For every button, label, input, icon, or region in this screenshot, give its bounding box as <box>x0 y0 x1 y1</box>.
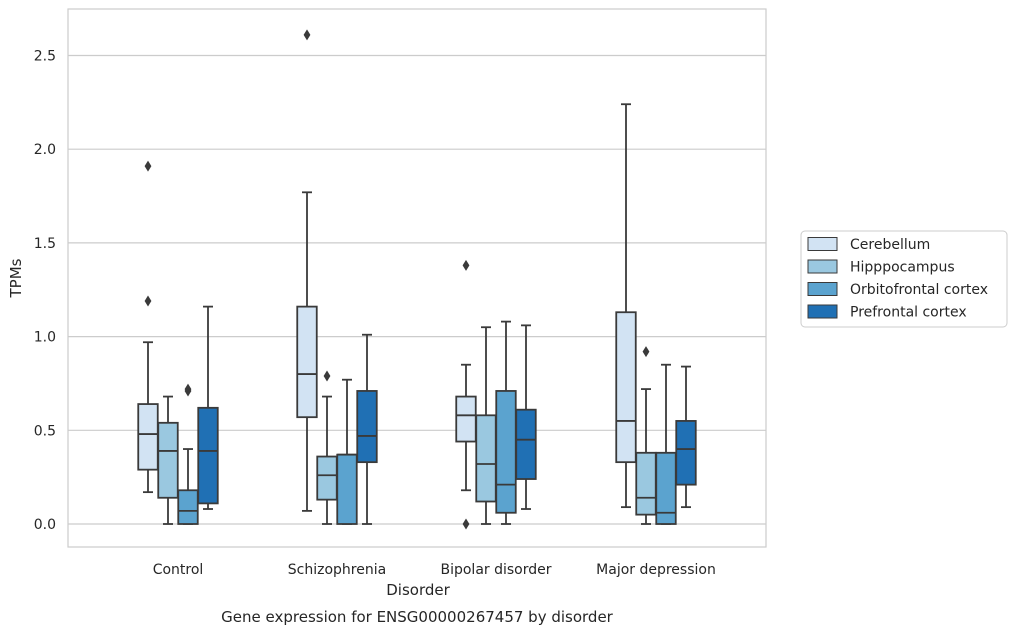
legend-swatch <box>807 304 838 319</box>
y-tick-label: 1.0 <box>34 330 56 346</box>
iqr-box <box>615 311 637 464</box>
y-tick-labels: 0.0 0.5 1.0 1.5 2.0 2.5 <box>34 49 56 534</box>
iqr-box <box>296 305 318 419</box>
legend-label: Orbitofrontal cortex <box>850 282 988 298</box>
legend-swatch <box>807 237 838 251</box>
box-layer <box>137 29 697 530</box>
box-0-3 <box>197 305 219 510</box>
x-tick-label: Schizophrenia <box>288 562 386 578</box>
outlier-point <box>303 29 311 41</box>
outlier-point <box>642 346 650 358</box>
iqr-box <box>157 421 179 499</box>
iqr-box <box>356 390 378 464</box>
box-1-2 <box>336 378 358 525</box>
x-tick-label: Bipolar disorder <box>440 562 551 578</box>
outlier-point <box>144 160 152 172</box>
y-tick-label: 0.0 <box>34 517 56 533</box>
legend-swatch <box>807 259 838 274</box>
box-2-0 <box>455 259 477 530</box>
y-tick-label: 0.5 <box>34 423 56 439</box>
box-2-1 <box>475 326 497 525</box>
legend-label: Hipppocampus <box>850 260 955 276</box>
box-2-3 <box>515 324 537 510</box>
iqr-box <box>675 420 697 486</box>
outlier-point <box>462 518 470 530</box>
outlier-point <box>462 259 470 271</box>
box-0-1 <box>157 395 179 525</box>
iqr-box <box>495 390 517 514</box>
box-3-0 <box>615 103 637 509</box>
plot-area-frame <box>67 8 767 548</box>
iqr-box <box>137 403 159 471</box>
iqr-box <box>197 406 219 505</box>
iqr-box <box>635 451 657 516</box>
x-tick-labels: Control Schizophrenia Bipolar disorder Majo… <box>153 562 716 578</box>
box-1-0 <box>296 29 318 512</box>
y-tick-label: 2.0 <box>34 142 56 158</box>
chart-caption: Gene expression for ENSG00000267457 by d… <box>221 608 614 626</box>
x-tick-label: Major depression <box>596 562 716 578</box>
outlier-point <box>144 295 152 307</box>
iqr-box <box>316 455 338 501</box>
y-tick-label: 1.5 <box>34 236 56 252</box>
legend-label: Cerebellum <box>850 237 930 253</box>
iqr-box <box>475 414 497 503</box>
iqr-box <box>515 408 537 480</box>
box-1-1 <box>316 370 338 525</box>
box-0-2 <box>177 383 199 525</box>
legend-items: Cerebellum Hipppocampus Orbitofrontal cort… <box>807 237 988 321</box>
x-tick-label: Control <box>153 562 204 578</box>
x-axis-label: Disorder <box>386 581 450 599</box>
box-3-3 <box>675 365 697 509</box>
legend: Cerebellum Hipppocampus Orbitofrontal cort… <box>800 230 1008 328</box>
iqr-box <box>655 451 677 525</box>
iqr-box <box>336 453 358 525</box>
outlier-point <box>323 370 331 382</box>
legend-swatch <box>807 282 838 296</box>
y-axis-label: TPMs <box>7 258 25 298</box>
iqr-box <box>455 395 477 443</box>
y-tick-label: 2.5 <box>34 49 56 65</box>
box-1-3 <box>356 333 378 525</box>
outlier-point <box>184 383 192 395</box>
legend-frame <box>800 230 1008 328</box>
legend-label: Prefrontal cortex <box>850 305 967 321</box>
box-3-2 <box>655 363 677 525</box>
iqr-box <box>177 489 199 525</box>
